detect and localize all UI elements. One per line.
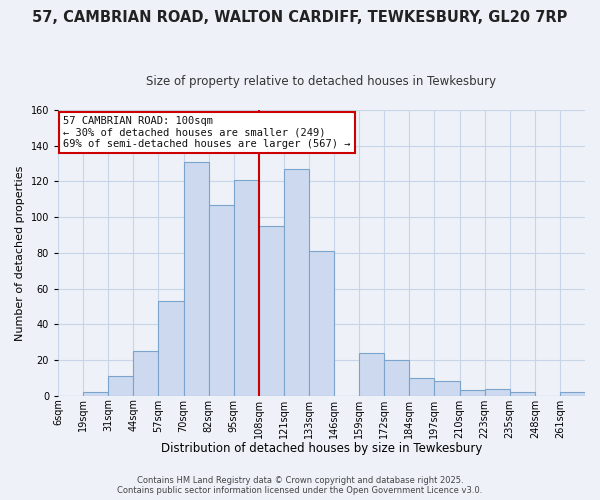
Bar (209, 204, 234, 396)
Bar (259, 226, 284, 396)
Bar (560, 392, 585, 396)
Bar (234, 180, 259, 396)
Bar (510, 392, 535, 396)
Bar (284, 169, 309, 396)
Bar (133, 351, 158, 396)
Bar (184, 162, 209, 396)
X-axis label: Distribution of detached houses by size in Tewkesbury: Distribution of detached houses by size … (161, 442, 482, 455)
Bar (485, 388, 510, 396)
Bar (359, 353, 384, 396)
Y-axis label: Number of detached properties: Number of detached properties (15, 165, 25, 340)
Title: Size of property relative to detached houses in Tewkesbury: Size of property relative to detached ho… (146, 75, 497, 88)
Text: 57 CAMBRIAN ROAD: 100sqm
← 30% of detached houses are smaller (249)
69% of semi-: 57 CAMBRIAN ROAD: 100sqm ← 30% of detach… (64, 116, 351, 149)
Bar (384, 360, 409, 396)
Bar (434, 382, 460, 396)
Bar (460, 390, 485, 396)
Bar (309, 251, 334, 396)
Bar (409, 378, 434, 396)
Text: 57, CAMBRIAN ROAD, WALTON CARDIFF, TEWKESBURY, GL20 7RP: 57, CAMBRIAN ROAD, WALTON CARDIFF, TEWKE… (32, 10, 568, 25)
Bar (108, 376, 133, 396)
Bar (158, 301, 184, 396)
Text: Contains HM Land Registry data © Crown copyright and database right 2025.
Contai: Contains HM Land Registry data © Crown c… (118, 476, 482, 495)
Bar (83, 392, 108, 396)
